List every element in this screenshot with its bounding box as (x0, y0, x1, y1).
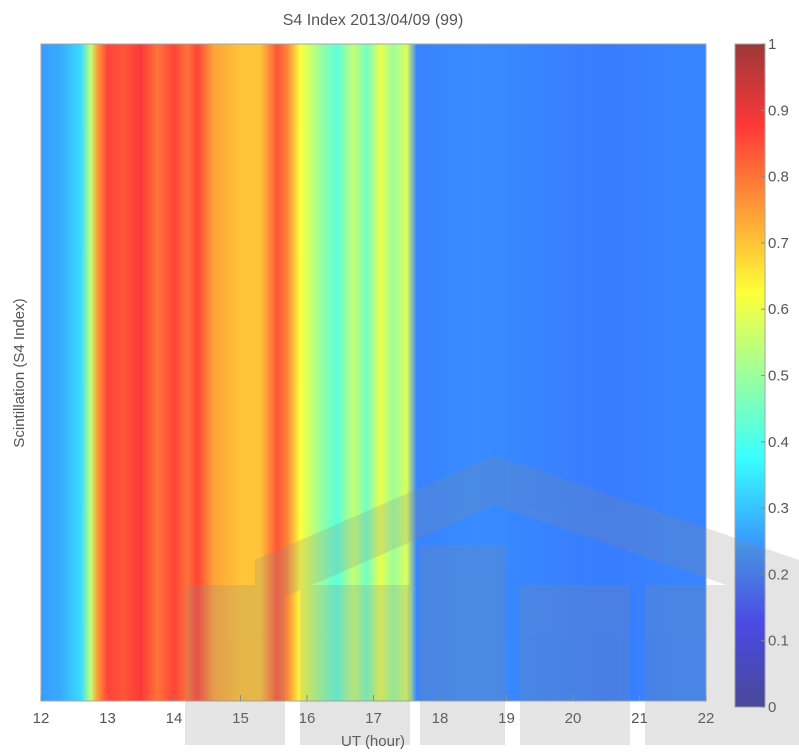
colorbar-tick-label: 0.3 (768, 500, 789, 517)
x-tick-label: 19 (498, 710, 515, 727)
colorbar-tick-label: 0.7 (768, 235, 789, 252)
colorbar-tick-label: 0.8 (768, 169, 789, 186)
x-tick-label: 16 (299, 710, 316, 727)
colorbar: 0 0.1 0.2 0.3 0.4 0.5 0.6 0.7 0.8 0.9 1 (734, 36, 789, 716)
colorbar-gradient (735, 44, 765, 707)
y-axis-label: Scintillation (S4 Index) (11, 298, 28, 447)
x-tick-label: 12 (33, 710, 50, 727)
x-tick-label: 20 (565, 710, 582, 727)
colorbar-tick-label: 0.2 (768, 566, 789, 583)
colorbar-tick-label: 1 (768, 36, 776, 53)
colorbar-tick-label: 0.5 (768, 368, 789, 385)
heatmap-field (41, 44, 706, 701)
watermark-block-left (185, 585, 285, 745)
x-axis-ticks: 12 13 14 15 16 17 18 19 20 21 22 (33, 695, 715, 727)
watermark-block-mid (300, 585, 410, 745)
x-tick-label: 17 (365, 710, 382, 727)
chart-title: S4 Index 2013/04/09 (99) (283, 12, 464, 29)
x-tick-label: 18 (432, 710, 449, 727)
x-tick-label: 13 (99, 710, 116, 727)
plot-area (40, 43, 707, 702)
watermark-block-center (420, 545, 505, 745)
watermark-roof (255, 455, 799, 610)
colorbar-tick-label: 0 (768, 699, 776, 716)
colorbar-tick-label: 0.6 (768, 301, 789, 318)
x-tick-label: 15 (232, 710, 249, 727)
watermark-block-right (520, 585, 630, 745)
colorbar-tick-label: 0.1 (768, 633, 789, 650)
colorbar-ticks: 0 0.1 0.2 0.3 0.4 0.5 0.6 0.7 0.8 0.9 1 (761, 36, 789, 716)
x-tick-label: 21 (631, 710, 648, 727)
x-tick-label: 22 (698, 710, 715, 727)
watermark-logo (185, 455, 799, 745)
x-tick-label: 14 (166, 710, 183, 727)
colorbar-tick-label: 0.9 (768, 102, 789, 119)
x-axis-label: UT (hour) (341, 733, 405, 750)
colorbar-tick-label: 0.4 (768, 434, 789, 451)
watermark-block-far (645, 585, 799, 745)
